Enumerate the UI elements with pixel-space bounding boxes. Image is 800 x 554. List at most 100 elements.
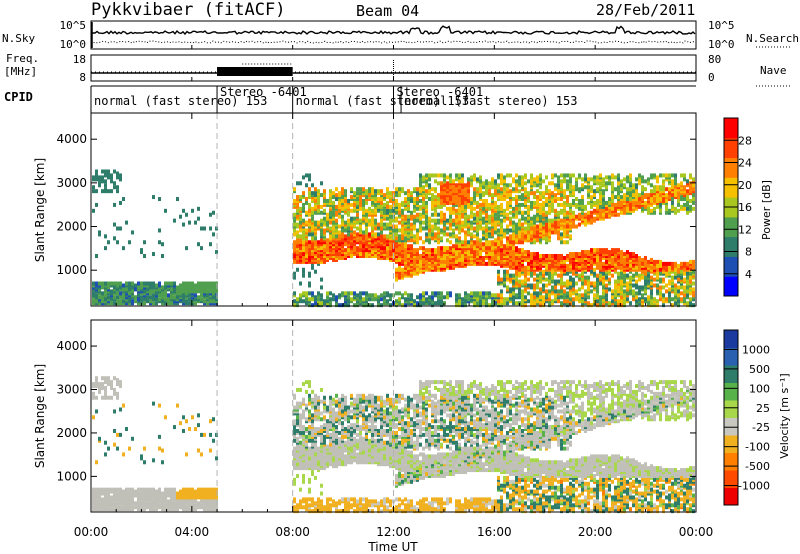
power-cell: [401, 220, 404, 225]
power-cell: [194, 220, 197, 225]
power-cell: [350, 216, 353, 221]
velocity-cell: [92, 505, 95, 510]
power-cell: [611, 248, 614, 253]
power-cell: [572, 210, 575, 215]
power-colorbar-tick-label: 28: [738, 134, 752, 147]
power-cell: [473, 173, 476, 178]
power-cell: [569, 285, 572, 290]
velocity-cell: [98, 387, 101, 392]
power-cell: [557, 210, 560, 215]
power-cell: [521, 210, 524, 215]
power-cell: [521, 202, 524, 207]
power-cell: [512, 279, 515, 284]
power-cell: [137, 281, 140, 286]
power-cell: [653, 189, 656, 194]
power-cell: [293, 212, 296, 217]
power-cell: [353, 216, 356, 221]
power-cell: [605, 297, 608, 302]
power-cell: [617, 248, 620, 253]
power-cell: [353, 191, 356, 196]
power-cell: [296, 255, 299, 260]
power-cell: [671, 275, 674, 280]
power-cell: [383, 222, 386, 227]
power-cell: [296, 208, 299, 213]
power-cell: [560, 240, 563, 245]
power-cell: [380, 226, 383, 231]
power-cell: [620, 295, 623, 300]
power-cell: [515, 281, 518, 286]
power-cell: [626, 250, 629, 255]
power-cell: [422, 220, 425, 225]
power-cell: [557, 175, 560, 180]
power-cell: [431, 295, 434, 300]
power-cell: [635, 200, 638, 205]
power-cell: [620, 279, 623, 284]
power-cell: [641, 185, 644, 190]
power-cell: [338, 236, 341, 241]
power-cell: [539, 191, 542, 196]
power-cell: [293, 299, 296, 304]
power-cell: [443, 222, 446, 227]
power-cell: [623, 183, 626, 188]
power-cell: [509, 216, 512, 221]
power-cell: [437, 204, 440, 209]
power-cell: [296, 222, 299, 227]
power-cell: [428, 183, 431, 188]
power-cell: [338, 200, 341, 205]
power-cell: [434, 248, 437, 253]
power-cell: [425, 189, 428, 194]
power-cell: [524, 187, 527, 192]
power-cell: [98, 175, 101, 180]
power-cell: [635, 265, 638, 270]
power-cell: [407, 200, 410, 205]
power-cell: [593, 189, 596, 194]
power-cell: [584, 275, 587, 280]
power-cell: [104, 281, 107, 286]
power-cell: [575, 252, 578, 257]
power-cell: [170, 287, 173, 292]
power-cell: [536, 273, 539, 278]
power-cell: [413, 197, 416, 202]
power-cell: [605, 185, 608, 190]
power-cell: [626, 273, 629, 278]
power-cell: [509, 234, 512, 239]
power-cell: [371, 293, 374, 298]
power-cell: [329, 189, 332, 194]
power-cell: [506, 236, 509, 241]
power-cell: [455, 244, 458, 249]
power-cell: [326, 295, 329, 300]
power-cell: [404, 191, 407, 196]
power-cell: [578, 198, 581, 203]
power-cell: [680, 204, 683, 209]
power-cell: [215, 250, 218, 255]
power-cell: [476, 232, 479, 237]
power-cell: [539, 185, 542, 190]
power-cell: [293, 187, 296, 192]
power-cell: [332, 297, 335, 302]
power-cell: [560, 301, 563, 306]
power-cell: [365, 240, 368, 245]
power-cell: [371, 222, 374, 227]
power-cell: [506, 297, 509, 302]
power-cell: [587, 200, 590, 205]
power-cell: [593, 200, 596, 205]
power-cell: [341, 218, 344, 223]
power-cell: [437, 291, 440, 296]
power-cell: [380, 222, 383, 227]
power-cell: [650, 173, 653, 178]
power-cell: [551, 269, 554, 274]
power-cell: [302, 273, 305, 278]
power-cell: [602, 291, 605, 296]
power-cell: [341, 214, 344, 219]
power-cell: [302, 299, 305, 304]
power-cell: [491, 193, 494, 198]
power-cell: [503, 301, 506, 306]
power-cell: [413, 234, 416, 239]
power-cell: [626, 179, 629, 184]
power-cell: [686, 261, 689, 266]
power-colorbar-swatch: [724, 256, 738, 277]
power-cell: [362, 198, 365, 203]
power-cell: [338, 204, 341, 209]
velocity-cell: [95, 460, 98, 465]
power-cell: [629, 275, 632, 280]
